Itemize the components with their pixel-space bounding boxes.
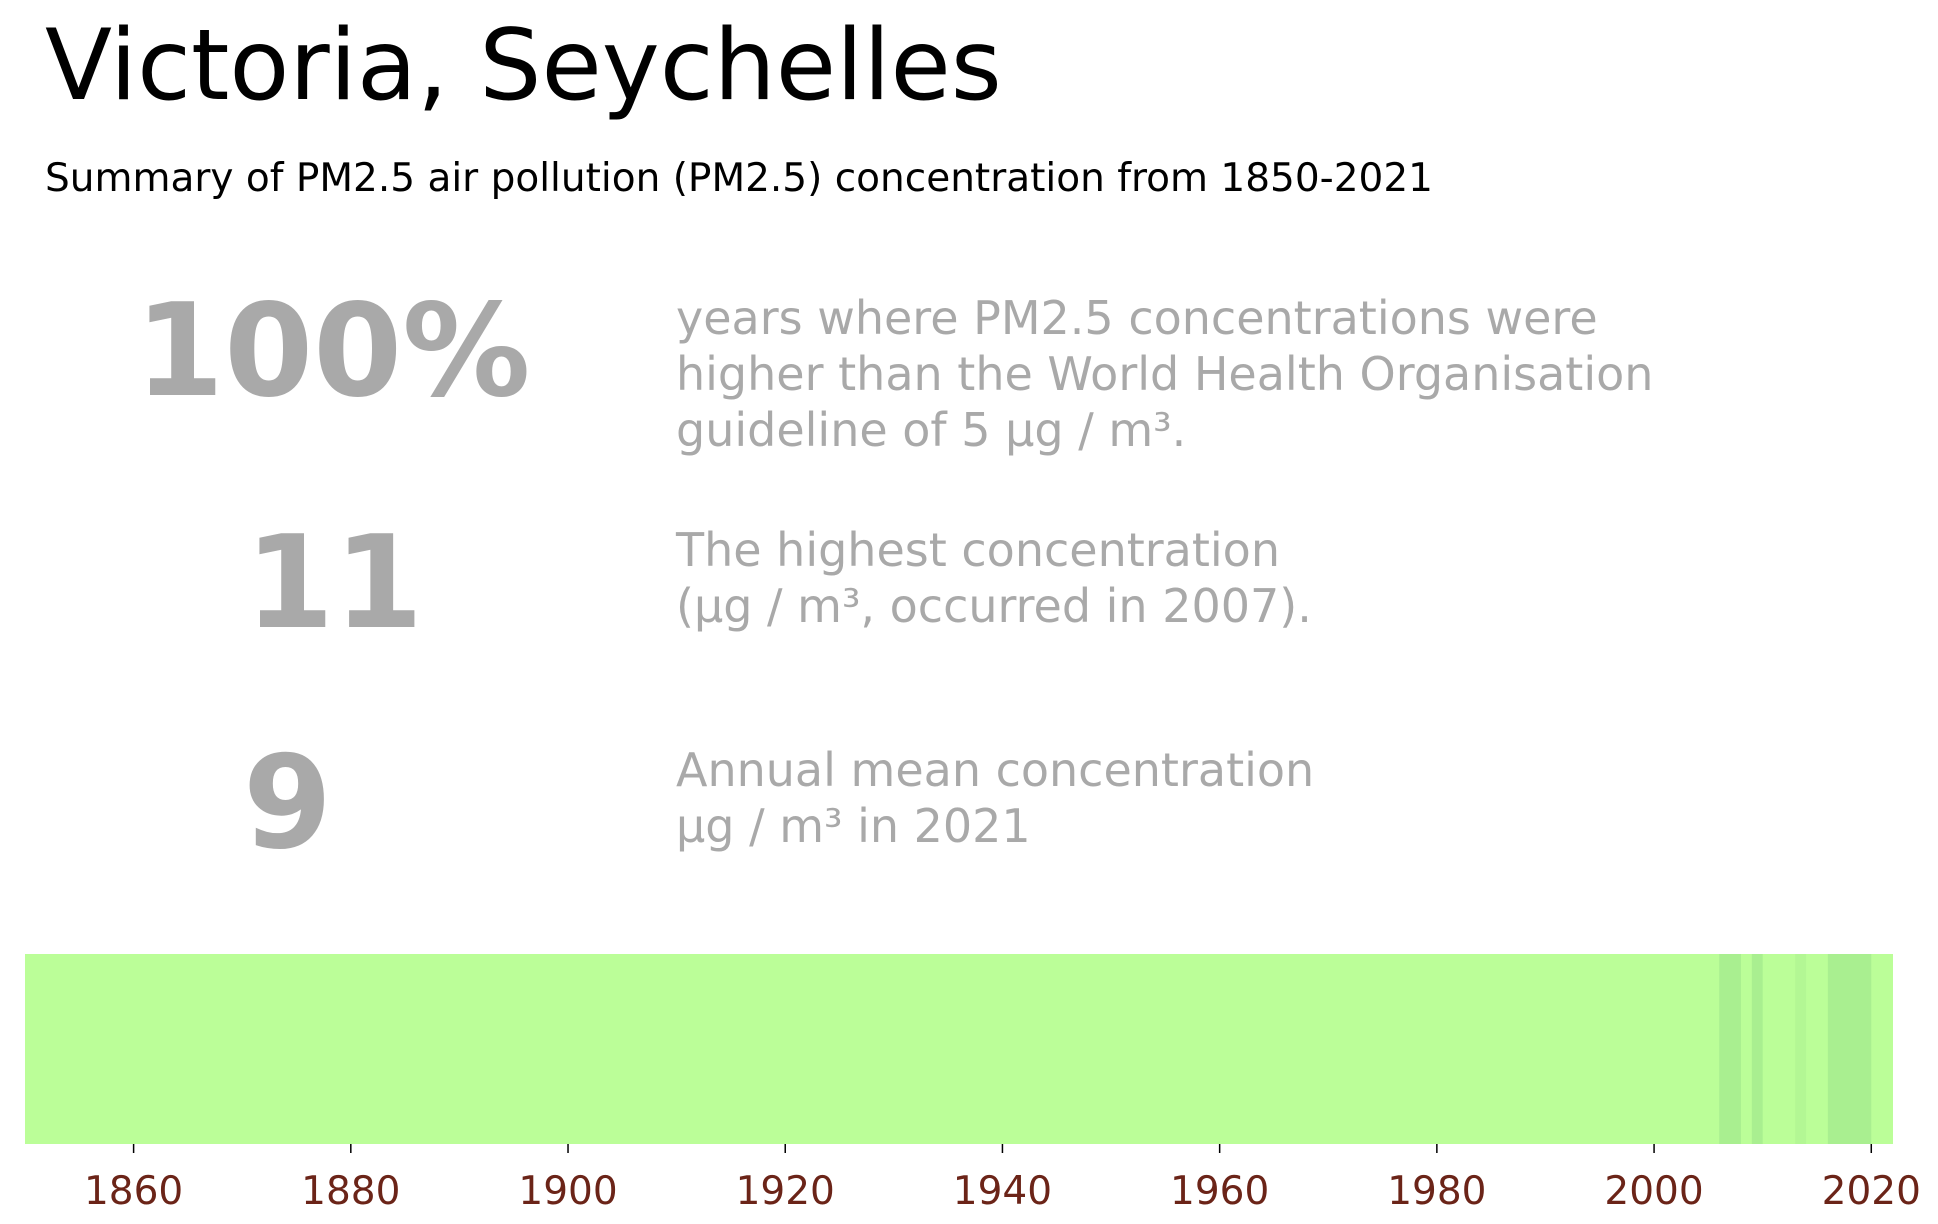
stat-percent-description-line: guideline of 5 µg / m³. (676, 403, 1187, 457)
stat-annual-mean: 9 (243, 729, 333, 878)
stripe-band (1827, 954, 1872, 1144)
stripe-band (1795, 954, 1807, 1144)
stripe-baseline (25, 954, 1893, 1144)
x-tick-label: 1940 (953, 1169, 1052, 1214)
stat-percent-above-guideline: 100% (135, 277, 531, 426)
x-tick-label: 1880 (301, 1169, 400, 1214)
stat-percent-description-line: years where PM2.5 concentrations were (676, 291, 1598, 345)
stat-highest-description-line: The highest concentration (676, 523, 1280, 577)
stat-annual-mean-description-line: µg / m³ in 2021 (676, 799, 1031, 853)
page-subtitle: Summary of PM2.5 air pollution (PM2.5) c… (45, 156, 1433, 201)
stat-percent-description: years where PM2.5 concentrations were hi… (676, 290, 1653, 458)
x-tick-label: 1920 (736, 1169, 835, 1214)
x-tick-label: 1980 (1387, 1169, 1486, 1214)
x-tick-label: 1900 (518, 1169, 617, 1214)
x-tick-label: 2020 (1822, 1169, 1921, 1214)
page-title: Victoria, Seychelles (45, 9, 1002, 123)
stripe-band (1751, 954, 1763, 1144)
stat-annual-mean-description-line: Annual mean concentration (676, 743, 1315, 797)
stat-annual-mean-description: Annual mean concentration µg / m³ in 202… (676, 742, 1314, 854)
x-tick-label: 1960 (1170, 1169, 1269, 1214)
x-tick-label: 1860 (84, 1169, 183, 1214)
stat-highest-concentration: 11 (245, 509, 424, 658)
stat-highest-description: The highest concentration (µg / m³, occu… (676, 522, 1312, 634)
stripe-band (1719, 954, 1741, 1144)
stat-highest-description-line: (µg / m³, occurred in 2007). (676, 579, 1312, 633)
x-tick-label: 2000 (1604, 1169, 1703, 1214)
stat-percent-description-line: higher than the World Health Organisatio… (676, 347, 1654, 401)
